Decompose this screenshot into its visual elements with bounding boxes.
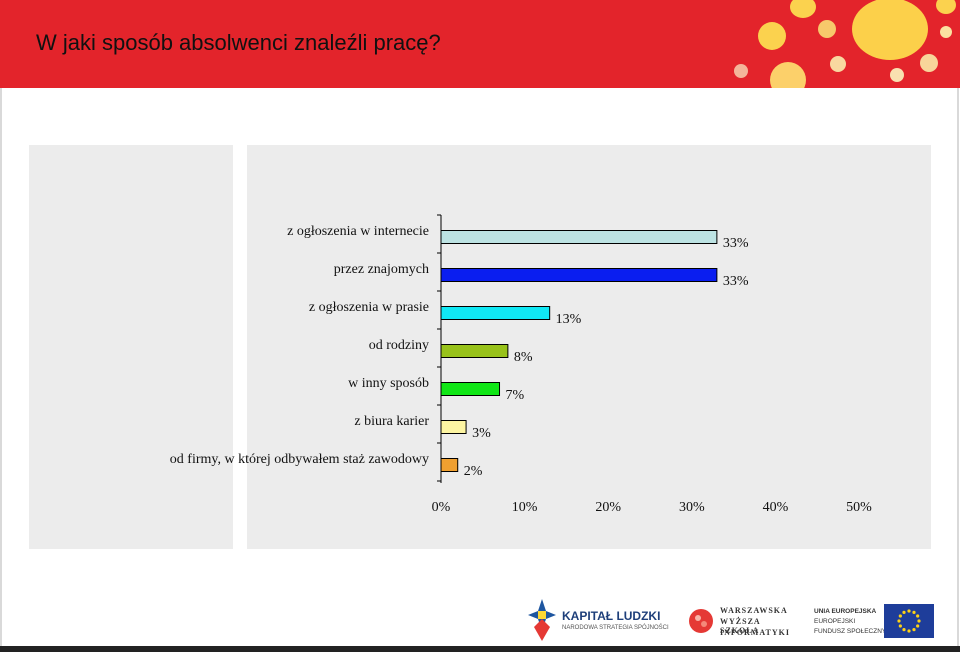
bar — [440, 344, 509, 358]
bar — [440, 382, 501, 396]
header-banner: W jaki sposób absolwenci znaleźli pracę? — [0, 0, 960, 88]
category-label: od rodziny — [369, 338, 429, 353]
frame-right — [957, 88, 959, 646]
data-label: 8% — [514, 350, 533, 365]
logo3-line3: FUNDUSZ SPOŁECZNY — [814, 628, 887, 635]
data-label: 7% — [506, 388, 525, 403]
wwsi-logo: WARSZAWSKA WYŻSZA SZKOŁA INFORMATYKI — [688, 604, 798, 640]
footer-bar — [0, 646, 960, 652]
bar — [440, 230, 718, 244]
chart-panel — [247, 145, 931, 549]
category-label: przez znajomych — [334, 262, 429, 277]
logo2-line1: WARSZAWSKA — [720, 606, 788, 615]
logo3-line1: UNIA EUROPEJSKA — [814, 608, 877, 615]
category-label: z biura karier — [354, 414, 429, 429]
logo2-line2: WYŻSZA SZKOŁA — [720, 617, 761, 635]
x-tick-label: 10% — [512, 500, 538, 515]
data-label: 33% — [723, 274, 749, 289]
data-label: 13% — [556, 312, 582, 327]
bar — [440, 420, 467, 434]
bar — [440, 306, 551, 320]
bar — [440, 268, 718, 282]
data-label: 3% — [472, 426, 491, 441]
x-tick-label: 50% — [846, 500, 872, 515]
page-title: W jaki sposób absolwenci znaleźli pracę? — [36, 30, 441, 55]
category-label: z ogłoszenia w prasie — [309, 300, 429, 315]
x-tick-label: 0% — [432, 500, 451, 515]
x-tick-label: 40% — [763, 500, 789, 515]
x-tick-label: 30% — [679, 500, 705, 515]
category-label: z ogłoszenia w internecie — [287, 224, 429, 239]
logo1-subtitle: NARODOWA STRATEGIA SPÓJNOŚCI — [562, 625, 669, 631]
eu-logo: UNIA EUROPEJSKA EUROPEJSKI FUNDUSZ SPOŁE… — [814, 604, 936, 640]
wwsi-circle-icon — [689, 609, 713, 633]
data-label: 33% — [723, 236, 749, 251]
data-label: 2% — [464, 464, 483, 479]
category-label: w inny sposób — [348, 376, 429, 391]
bar — [440, 458, 459, 472]
side-panel — [29, 145, 233, 549]
star-emblem-icon — [528, 599, 556, 641]
frame-left — [0, 88, 2, 646]
kapital-ludzki-logo: KAPITAŁ LUDZKI NARODOWA STRATEGIA SPÓJNO… — [528, 597, 678, 643]
eu-flag-icon — [884, 604, 934, 638]
logo2-line3: INFORMATYKI — [720, 628, 790, 637]
logo1-title: KAPITAŁ LUDZKI — [562, 609, 661, 623]
category-label: od firmy, w której odbywałem staż zawodo… — [170, 452, 429, 467]
x-tick-label: 20% — [595, 500, 621, 515]
logo3-line2: EUROPEJSKI — [814, 618, 856, 625]
